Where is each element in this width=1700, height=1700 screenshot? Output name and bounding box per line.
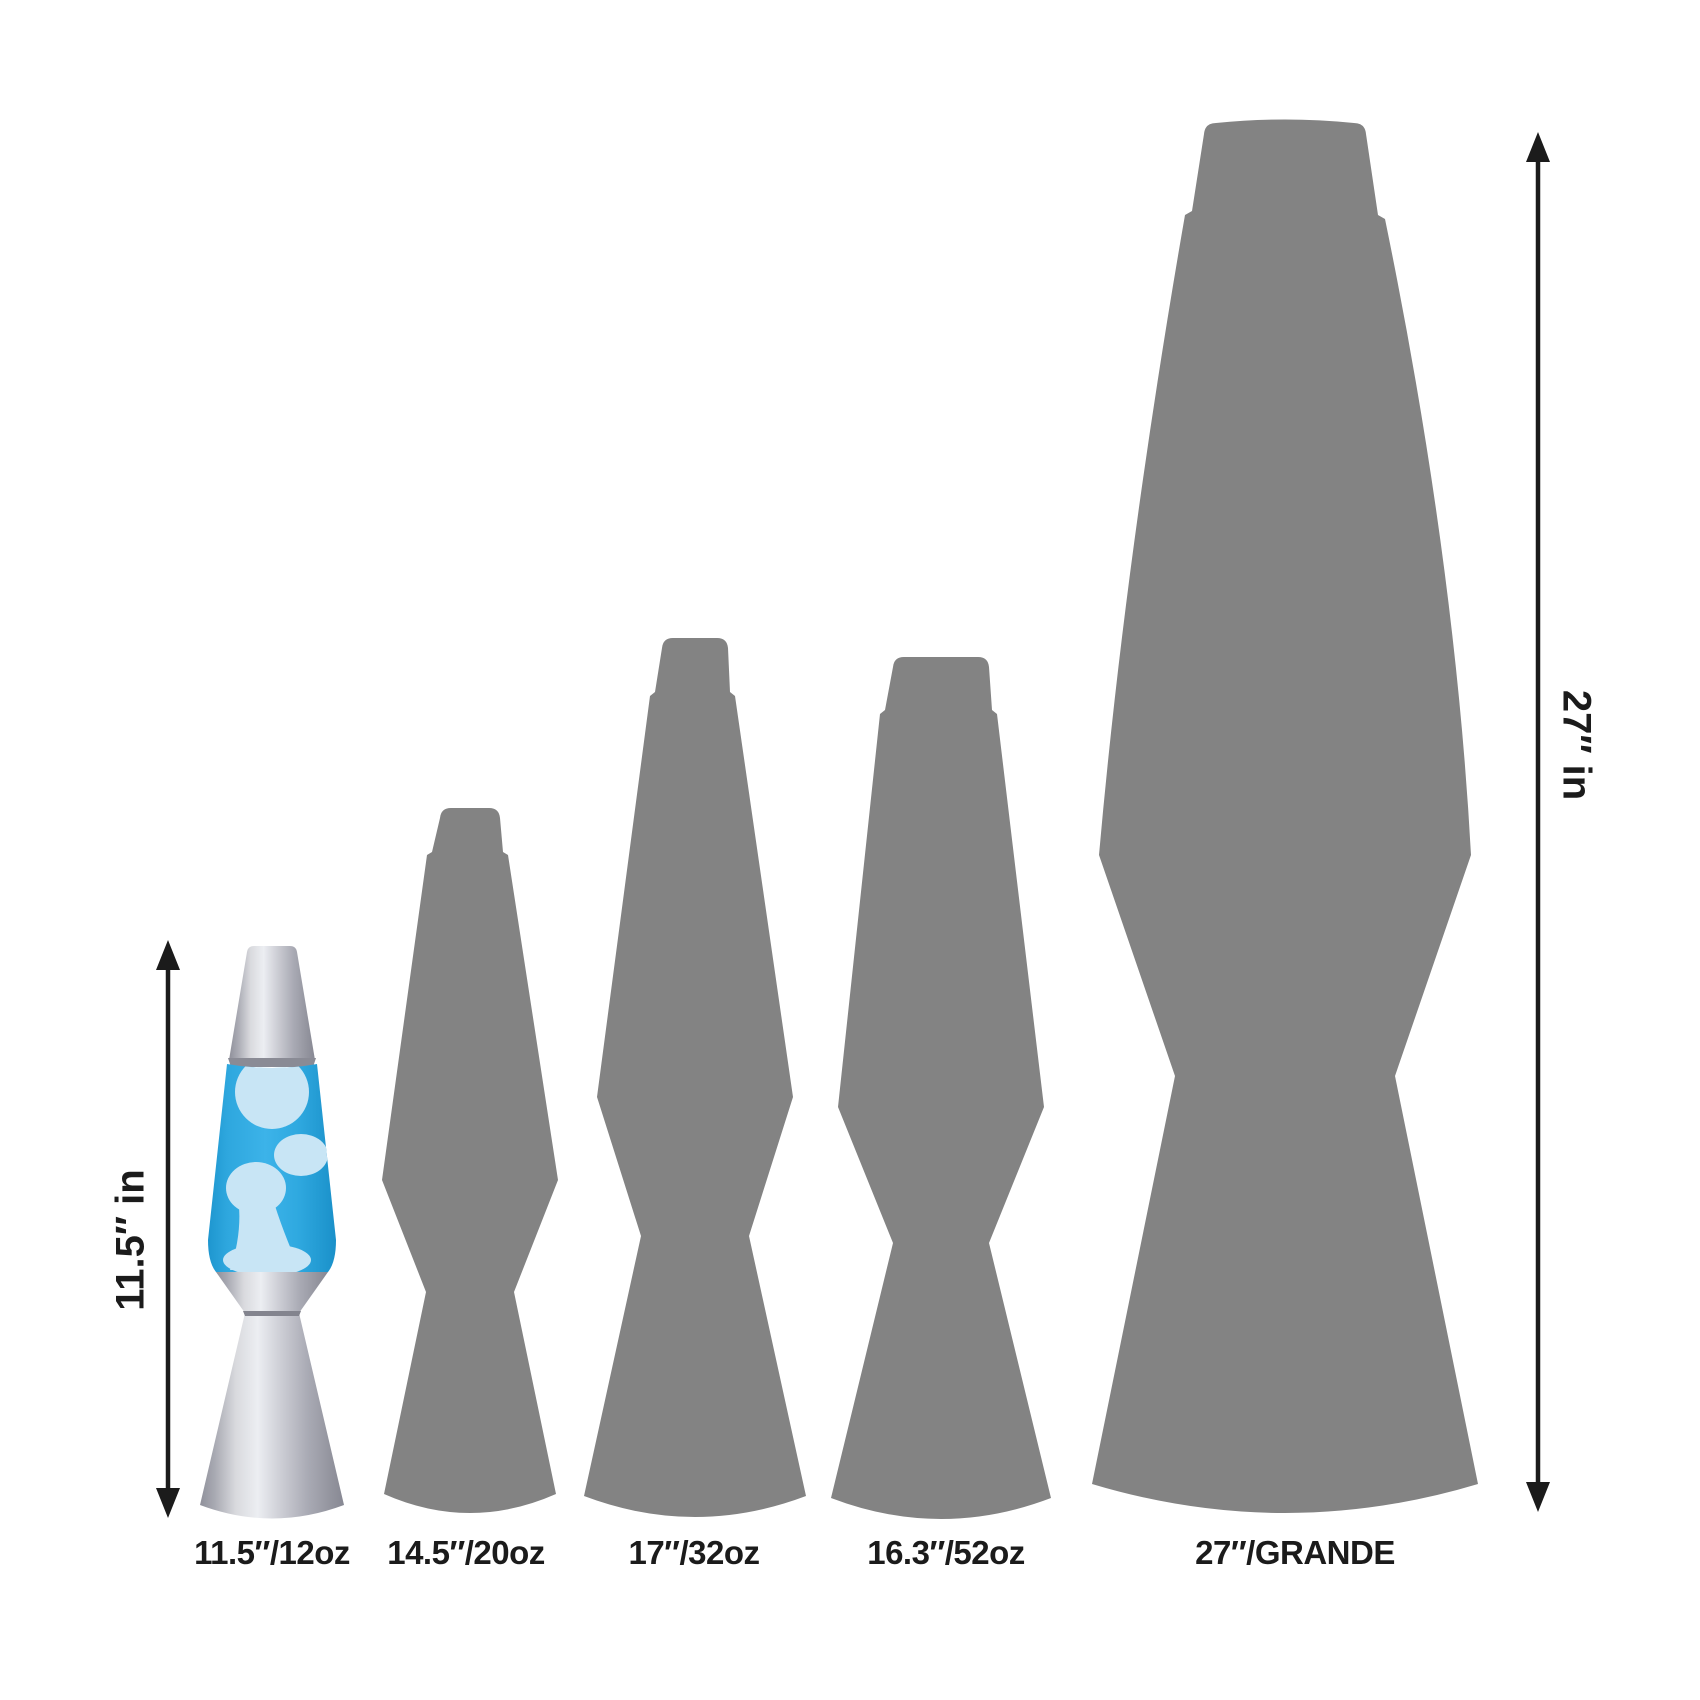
size-label-11.5-12oz: 11.5″/12oz [194,1534,350,1571]
lamp-base-cone [200,1313,344,1519]
lamp-base-cup [216,1272,328,1313]
size-label-17-32oz: 17″/32oz [628,1534,760,1571]
lava-lamp-photo-11.5 [200,946,344,1519]
lamp-cap [229,946,315,1064]
lamp-silhouette-27-grande [1092,119,1478,1513]
dimension-label-27in: 27″ in [1554,689,1599,801]
dimension-arrow-right [1526,132,1550,1512]
size-label-14.5-20oz: 14.5″/20oz [387,1534,545,1571]
lamp-cap-rim [228,1058,316,1067]
dimension-label-11.5in: 11.5″ in [108,1169,153,1311]
size-label-27-grande: 27″/GRANDE [1195,1534,1395,1571]
lamp-silhouette-16.3 [831,657,1051,1519]
lamp-silhouette-14.5 [382,808,558,1513]
size-label-16.3-52oz: 16.3″/52oz [867,1534,1025,1571]
lamp-silhouette-17 [584,638,806,1517]
lava-wax-blobs [223,1064,328,1272]
lamp-base-seam [243,1311,301,1316]
dimension-arrow-left [156,940,180,1518]
